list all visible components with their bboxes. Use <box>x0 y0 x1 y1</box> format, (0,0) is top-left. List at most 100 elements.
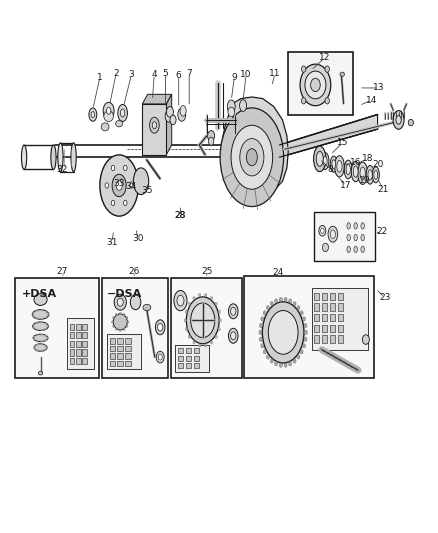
Ellipse shape <box>259 324 262 328</box>
Text: 4: 4 <box>152 70 157 79</box>
Text: 24: 24 <box>272 269 284 277</box>
Text: −DSA: −DSA <box>107 289 142 299</box>
Ellipse shape <box>347 223 350 229</box>
Ellipse shape <box>316 151 323 166</box>
Bar <box>82 349 87 356</box>
Ellipse shape <box>198 294 201 297</box>
Text: 8: 8 <box>328 165 334 174</box>
Ellipse shape <box>325 98 329 104</box>
Text: 35: 35 <box>141 187 152 195</box>
Bar <box>117 338 123 344</box>
Ellipse shape <box>368 169 372 180</box>
Ellipse shape <box>33 312 35 314</box>
Ellipse shape <box>219 319 221 322</box>
Ellipse shape <box>231 332 236 340</box>
Text: 20: 20 <box>372 160 383 168</box>
Ellipse shape <box>33 338 35 340</box>
Ellipse shape <box>322 243 328 252</box>
Ellipse shape <box>270 359 273 363</box>
Ellipse shape <box>41 350 42 352</box>
Polygon shape <box>279 115 378 157</box>
Ellipse shape <box>116 120 123 127</box>
Ellipse shape <box>303 344 306 348</box>
Ellipse shape <box>165 110 172 122</box>
Ellipse shape <box>311 78 320 92</box>
Ellipse shape <box>33 336 35 337</box>
Ellipse shape <box>266 306 269 310</box>
Ellipse shape <box>36 329 38 330</box>
Ellipse shape <box>33 322 49 330</box>
Ellipse shape <box>113 314 127 330</box>
Ellipse shape <box>259 337 262 341</box>
Ellipse shape <box>361 235 364 241</box>
Ellipse shape <box>300 311 303 315</box>
Ellipse shape <box>100 155 138 216</box>
Ellipse shape <box>104 111 113 122</box>
Ellipse shape <box>89 108 97 122</box>
Ellipse shape <box>34 345 36 347</box>
Ellipse shape <box>101 123 109 131</box>
Bar <box>314 293 319 300</box>
Ellipse shape <box>103 102 114 119</box>
Ellipse shape <box>227 100 235 114</box>
Ellipse shape <box>297 355 300 359</box>
Bar <box>76 324 81 330</box>
Ellipse shape <box>330 156 337 172</box>
Text: 30: 30 <box>132 235 144 243</box>
Bar <box>125 346 131 351</box>
Ellipse shape <box>228 107 235 117</box>
Ellipse shape <box>111 165 115 171</box>
Ellipse shape <box>152 122 157 128</box>
Ellipse shape <box>275 299 278 303</box>
Ellipse shape <box>362 335 369 344</box>
Text: 7: 7 <box>186 69 192 78</box>
Ellipse shape <box>71 143 76 172</box>
Ellipse shape <box>300 350 303 354</box>
Ellipse shape <box>361 223 364 229</box>
Ellipse shape <box>215 302 217 305</box>
Bar <box>76 332 81 338</box>
Bar <box>322 314 327 321</box>
Ellipse shape <box>358 162 367 184</box>
Ellipse shape <box>184 319 186 322</box>
Ellipse shape <box>360 167 365 180</box>
Bar <box>110 353 115 359</box>
Ellipse shape <box>372 167 379 183</box>
Ellipse shape <box>303 317 306 321</box>
Ellipse shape <box>111 200 115 206</box>
Ellipse shape <box>41 329 42 331</box>
Ellipse shape <box>91 112 95 117</box>
Bar <box>194 356 199 361</box>
Ellipse shape <box>155 320 165 335</box>
Ellipse shape <box>263 350 266 354</box>
Bar <box>186 348 191 353</box>
Ellipse shape <box>46 311 47 312</box>
Ellipse shape <box>321 228 324 233</box>
Ellipse shape <box>301 66 306 72</box>
Ellipse shape <box>366 165 374 184</box>
Ellipse shape <box>34 294 47 305</box>
Bar <box>338 314 343 321</box>
Ellipse shape <box>41 321 42 323</box>
Ellipse shape <box>328 226 338 242</box>
Bar <box>330 335 335 343</box>
Bar <box>194 363 199 368</box>
Bar <box>82 341 87 347</box>
Bar <box>314 303 319 311</box>
Text: 14: 14 <box>366 96 377 104</box>
Ellipse shape <box>117 298 124 306</box>
Ellipse shape <box>193 341 195 344</box>
Ellipse shape <box>36 322 38 324</box>
Ellipse shape <box>218 310 220 313</box>
Ellipse shape <box>229 304 238 319</box>
Ellipse shape <box>116 313 117 316</box>
Ellipse shape <box>39 371 43 375</box>
Ellipse shape <box>321 152 329 169</box>
Bar <box>314 325 319 332</box>
Ellipse shape <box>347 235 350 241</box>
Ellipse shape <box>46 317 47 318</box>
Ellipse shape <box>45 340 46 341</box>
Text: 17: 17 <box>340 181 352 190</box>
Text: +DSA: +DSA <box>22 289 57 299</box>
Ellipse shape <box>351 161 360 182</box>
